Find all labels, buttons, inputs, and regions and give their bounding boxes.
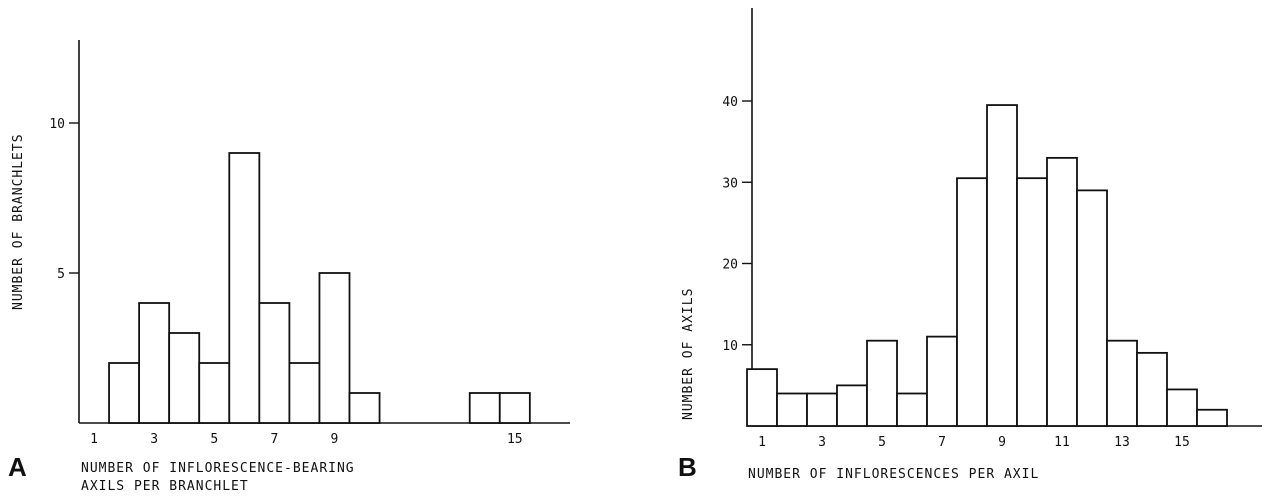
panel-a-bar-4 xyxy=(168,332,201,424)
panel-b-bar-7 xyxy=(926,335,958,427)
panel-b-x-tick-label: 7 xyxy=(938,435,946,450)
panel-a-y-ticks: 5 10 xyxy=(49,117,79,282)
panel-b-bar-14 xyxy=(1136,351,1168,427)
panel-b-x-axis-label: NUMBER OF INFLORESCENCES PER AXIL xyxy=(748,467,1039,482)
panel-a-bar-7 xyxy=(258,302,291,424)
panel-b-bar-16 xyxy=(1196,408,1228,427)
panel-b-x-tick-label: 13 xyxy=(1114,435,1130,450)
panel-b-bar-4 xyxy=(836,384,868,427)
panel-a-x-tick-label: 9 xyxy=(331,432,339,447)
panel-b-y-tick-label: 10 xyxy=(722,339,738,354)
panel-a-bar-15 xyxy=(498,392,531,424)
panel-b-bars xyxy=(746,104,1228,427)
panel-b-bar-13 xyxy=(1106,339,1138,427)
panel-b-bar-2 xyxy=(776,392,808,427)
panel-a-bar-6 xyxy=(228,152,261,424)
panel-b-bar-8 xyxy=(956,177,988,427)
panel-a-y-axis-label: NUMBER OF BRANCHLETS xyxy=(11,133,26,310)
panel-b-x-tick-label: 15 xyxy=(1174,435,1190,450)
panel-b-x-tick-labels: 1 3 5 7 9 11 13 15 xyxy=(758,435,1190,450)
panel-a-x-axis-label-line-2: AXILS PER BRANCHLET xyxy=(81,479,249,494)
panel-b-y-tick-label: 30 xyxy=(722,176,738,191)
panel-a-histogram: 5 10 1 3 5 7 9 15 NUMBER OF BRANCHLETS NUMBER … xyxy=(8,40,570,494)
panel-b-bar-11 xyxy=(1046,156,1078,427)
panel-b-y-ticks: 10 20 30 40 xyxy=(722,95,752,354)
panel-b-x-tick-label: 3 xyxy=(818,435,826,450)
panel-a-bars xyxy=(108,152,531,424)
panel-b-bar-10 xyxy=(1016,177,1048,427)
panel-b-y-axis-label: NUMBER OF AXILS xyxy=(681,288,696,420)
panel-b-bar-5 xyxy=(866,339,898,427)
panel-a-x-axis-label-line-1: NUMBER OF INFLORESCENCE-BEARING xyxy=(81,461,355,476)
panel-b-bar-1 xyxy=(746,368,778,427)
panel-a-bar-9 xyxy=(318,272,351,424)
panel-b-bar-15 xyxy=(1166,388,1198,427)
panel-b-x-tick-label: 1 xyxy=(758,435,766,450)
panel-a-y-tick-label: 5 xyxy=(57,267,65,282)
panel-a-bar-2 xyxy=(108,362,141,424)
panel-b-x-tick-label: 11 xyxy=(1054,435,1070,450)
panel-b-bar-6 xyxy=(896,392,928,427)
panel-b-bar-12 xyxy=(1076,189,1108,427)
panel-b-bar-3 xyxy=(806,392,838,427)
panel-a-x-tick-label: 7 xyxy=(270,432,278,447)
panel-a-bar-3 xyxy=(138,302,171,424)
panel-a-bar-14 xyxy=(468,392,501,424)
panel-b-label: B xyxy=(678,452,697,482)
panel-b-y-tick-label: 20 xyxy=(722,258,738,273)
panel-a-bar-10 xyxy=(348,392,381,424)
panel-a-x-tick-labels: 1 3 5 7 9 15 xyxy=(90,432,523,447)
panel-a-x-tick-label: 5 xyxy=(210,432,218,447)
panel-a-x-tick-label: 15 xyxy=(507,432,523,447)
panel-a-bar-8 xyxy=(288,362,321,424)
panel-b-y-tick-label: 40 xyxy=(722,95,738,110)
panel-a-x-tick-label: 3 xyxy=(150,432,158,447)
panel-b-bar-9 xyxy=(986,104,1018,427)
panel-b-x-tick-label: 5 xyxy=(878,435,886,450)
panel-a-x-tick-label: 1 xyxy=(90,432,98,447)
panel-b-x-tick-label: 9 xyxy=(998,435,1006,450)
panel-a-label: A xyxy=(8,452,27,482)
panel-a-bar-5 xyxy=(198,362,231,424)
panel-a-y-tick-label: 10 xyxy=(49,117,65,132)
